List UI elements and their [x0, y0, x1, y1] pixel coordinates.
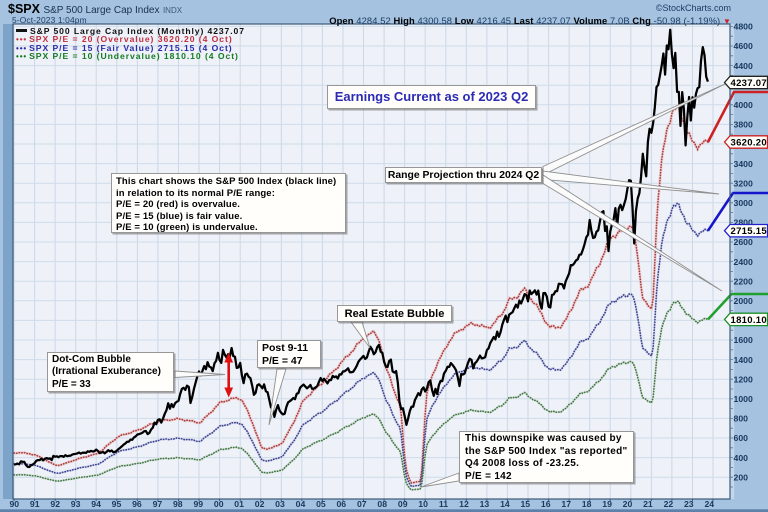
svg-text:1810.10: 1810.10 [731, 315, 767, 326]
svg-text:4800: 4800 [734, 22, 753, 32]
svg-text:2800: 2800 [734, 218, 753, 228]
svg-text:4000: 4000 [734, 100, 753, 110]
svg-text:93: 93 [71, 499, 81, 509]
svg-text:1600: 1600 [734, 335, 753, 345]
svg-text:03: 03 [275, 499, 285, 509]
svg-text:95: 95 [112, 499, 122, 509]
svg-text:17: 17 [561, 499, 571, 509]
svg-text:2400: 2400 [734, 257, 753, 267]
svg-text:09: 09 [398, 499, 408, 509]
svg-text:99: 99 [193, 499, 203, 509]
svg-text:2200: 2200 [734, 276, 753, 286]
svg-text:1400: 1400 [734, 355, 753, 365]
svg-text:94: 94 [91, 499, 101, 509]
svg-text:3000: 3000 [734, 198, 753, 208]
svg-text:12: 12 [459, 499, 469, 509]
svg-text:00: 00 [214, 499, 224, 509]
svg-text:600: 600 [734, 433, 749, 443]
svg-text:1000: 1000 [734, 394, 753, 404]
svg-text:3200: 3200 [734, 178, 753, 188]
svg-text:06: 06 [336, 499, 346, 509]
svg-text:3400: 3400 [734, 159, 753, 169]
svg-text:4600: 4600 [734, 41, 753, 51]
svg-text:11: 11 [439, 499, 448, 509]
svg-text:97: 97 [153, 499, 163, 509]
svg-text:91: 91 [30, 499, 40, 509]
svg-text:05: 05 [316, 499, 326, 509]
svg-text:98: 98 [173, 499, 183, 509]
svg-text:2600: 2600 [734, 237, 753, 247]
svg-text:10: 10 [418, 499, 428, 509]
svg-text:3620.20: 3620.20 [731, 138, 767, 149]
svg-text:90: 90 [9, 499, 19, 509]
svg-text:24: 24 [704, 499, 714, 509]
svg-text:400: 400 [734, 453, 749, 463]
svg-text:92: 92 [50, 499, 60, 509]
svg-text:4400: 4400 [734, 61, 753, 71]
svg-text:13: 13 [480, 499, 490, 509]
svg-text:18: 18 [582, 499, 592, 509]
svg-text:21: 21 [643, 499, 653, 509]
svg-text:16: 16 [541, 499, 551, 509]
svg-text:2000: 2000 [734, 296, 753, 306]
svg-text:3800: 3800 [734, 120, 753, 130]
svg-text:01: 01 [234, 499, 244, 509]
svg-text:08: 08 [377, 499, 387, 509]
svg-text:2715.15: 2715.15 [731, 226, 768, 237]
svg-text:1200: 1200 [734, 374, 753, 384]
svg-text:200: 200 [734, 472, 749, 482]
svg-text:800: 800 [734, 414, 749, 424]
svg-text:23: 23 [684, 499, 694, 509]
svg-text:14: 14 [500, 499, 510, 509]
svg-text:15: 15 [520, 499, 530, 509]
svg-text:02: 02 [255, 499, 265, 509]
svg-text:22: 22 [664, 499, 674, 509]
svg-text:4237.07: 4237.07 [731, 78, 767, 89]
svg-text:07: 07 [357, 499, 367, 509]
svg-text:96: 96 [132, 499, 142, 509]
svg-text:20: 20 [623, 499, 633, 509]
svg-text:04: 04 [296, 499, 306, 509]
svg-text:19: 19 [602, 499, 612, 509]
